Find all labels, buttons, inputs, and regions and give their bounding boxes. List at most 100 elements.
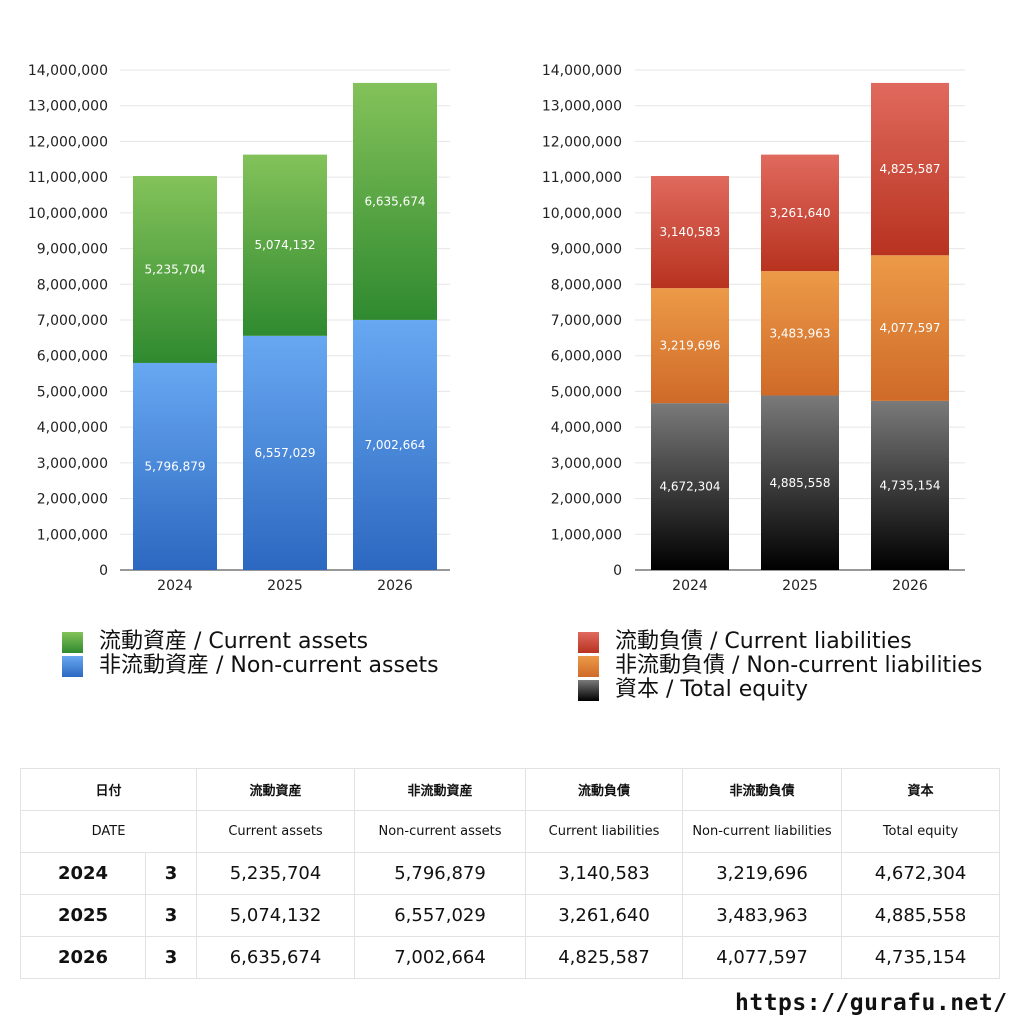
table-header-jp: 日付 流動資産 非流動資産 流動負債 非流動負債 資本 [19,768,1001,811]
data-label: 7,002,664 [364,438,425,452]
legend-item-current-assets: 流動資産 / Current assets [62,630,439,654]
table-row: 2024 3 5,235,704 5,796,879 3,140,583 3,2… [20,852,1001,895]
x-tick-label: 2025 [267,578,303,594]
bar-segment [651,403,729,570]
x-tick-label: 2024 [157,578,193,594]
legend-item-non-current-assets: 非流動資産 / Non-current assets [62,654,439,678]
x-tick-label: 2026 [892,578,928,594]
y-tick-label: 2,000,000 [551,492,622,508]
data-label: 4,077,597 [879,321,940,335]
bar-segment [761,271,839,396]
data-label: 6,557,029 [254,446,315,460]
data-label: 3,483,963 [769,326,830,340]
charts-canvas: 0 1,000,000 2,000,000 3,000,000 4,000,000 5,0… [28,63,965,594]
value-cell: 3,261,640 [525,894,684,937]
bar-segment [651,175,729,289]
table-row: 2026 3 6,635,674 7,002,664 4,825,587 4,0… [20,936,1001,979]
y-tick-label: 1,000,000 [37,527,108,543]
header-cell: 非流動資産 [354,768,527,811]
data-label: 3,140,583 [659,225,720,239]
header-cell: 流動負債 [525,768,684,811]
header-cell: Non-current assets [354,810,527,853]
value-cell: 5,235,704 [196,852,356,895]
legend-item-current-liabilities: 流動負債 / Current liabilities [578,630,982,654]
y-tick-label: 1,000,000 [551,527,622,543]
y-tick-label: 12,000,000 [28,134,108,150]
data-label: 5,796,879 [144,459,205,473]
y-tick-label: 14,000,000 [28,63,108,79]
bar-segment [871,400,949,570]
y-tick-label: 14,000,000 [542,63,622,79]
assets-chart: 0 1,000,000 2,000,000 3,000,000 4,000,000 5,0… [28,63,450,594]
bar-segment [133,175,217,363]
value-cell: 5,074,132 [196,894,356,937]
data-label: 4,735,154 [879,478,940,492]
y-tick-label: 2,000,000 [37,492,108,508]
y-tick-label: 9,000,000 [37,242,108,258]
value-cell: 7,002,664 [354,936,527,979]
x-tick-label: 2024 [672,578,708,594]
y-tick-label: 11,000,000 [542,170,622,186]
value-cell: 6,635,674 [196,936,356,979]
legend-swatch [578,655,599,677]
assets-legend: 流動資産 / Current assets 非流動資産 / Non-curren… [62,630,439,678]
value-cell: 4,672,304 [841,852,1001,895]
y-tick-label: 8,000,000 [37,277,108,293]
bar-segment [871,255,949,401]
table-header-en: DATE Current assets Non-current assets C… [19,810,1001,853]
header-cell: 日付 [19,768,198,811]
liabilities-legend: 流動負債 / Current liabilities 非流動負債 / Non-c… [578,630,982,702]
x-tick-label: 2025 [782,578,818,594]
data-label: 3,219,696 [659,339,720,353]
y-tick-label: 8,000,000 [551,277,622,293]
legend-label: 非流動資産 / Non-current assets [99,653,439,678]
data-label: 3,261,640 [769,206,830,220]
legend-label: 流動資産 / Current assets [99,629,369,654]
bar-segment [133,362,217,570]
bar-segment [871,82,949,256]
bar-segment [353,82,437,320]
y-tick-label: 0 [613,563,622,579]
y-tick-label: 6,000,000 [551,349,622,365]
legend-swatch [578,631,599,653]
month-cell: 3 [144,894,198,937]
data-table: 日付 流動資産 非流動資産 流動負債 非流動負債 資本 DATE Current… [19,768,1001,979]
y-tick-label: 3,000,000 [551,456,622,472]
header-cell: Current assets [196,810,356,853]
year-cell: 2024 [20,852,146,895]
y-tick-label: 11,000,000 [28,170,108,186]
y-tick-label: 9,000,000 [551,242,622,258]
header-cell: 資本 [841,768,1001,811]
y-tick-label: 5,000,000 [37,384,108,400]
legend-swatch [62,631,83,653]
bar-segment [353,319,437,570]
y-tick-label: 5,000,000 [551,384,622,400]
header-cell: Non-current liabilities [682,810,843,853]
header-cell: 流動資産 [196,768,356,811]
header-cell: Total equity [841,810,1001,853]
year-cell: 2026 [20,936,146,979]
value-cell: 4,735,154 [841,936,1001,979]
x-tick-label: 2026 [377,578,413,594]
data-label: 5,074,132 [254,238,315,252]
table-row: 2025 3 5,074,132 6,557,029 3,261,640 3,4… [20,894,1001,937]
y-tick-label: 12,000,000 [542,134,622,150]
bar-segment [651,288,729,404]
bar-segment [761,395,839,570]
bar-segment [243,335,327,570]
y-tick-label: 7,000,000 [37,313,108,329]
data-label: 4,885,558 [769,476,830,490]
month-cell: 3 [144,936,198,979]
y-tick-label: 10,000,000 [542,206,622,222]
liabilities-equity-chart: 0 1,000,000 2,000,000 3,000,000 4,000,000 5,0… [542,63,965,594]
data-label: 6,635,674 [364,194,425,208]
bar-segment [243,154,327,336]
site-url[interactable]: https://gurafu.net/ [735,990,1008,1016]
data-label: 4,825,587 [879,162,940,176]
legend-label: 資本 / Total equity [615,677,808,702]
y-tick-label: 3,000,000 [37,456,108,472]
y-tick-label: 4,000,000 [37,420,108,436]
y-tick-label: 4,000,000 [551,420,622,436]
data-label: 5,235,704 [144,262,205,276]
legend-item-total-equity: 資本 / Total equity [578,678,982,702]
